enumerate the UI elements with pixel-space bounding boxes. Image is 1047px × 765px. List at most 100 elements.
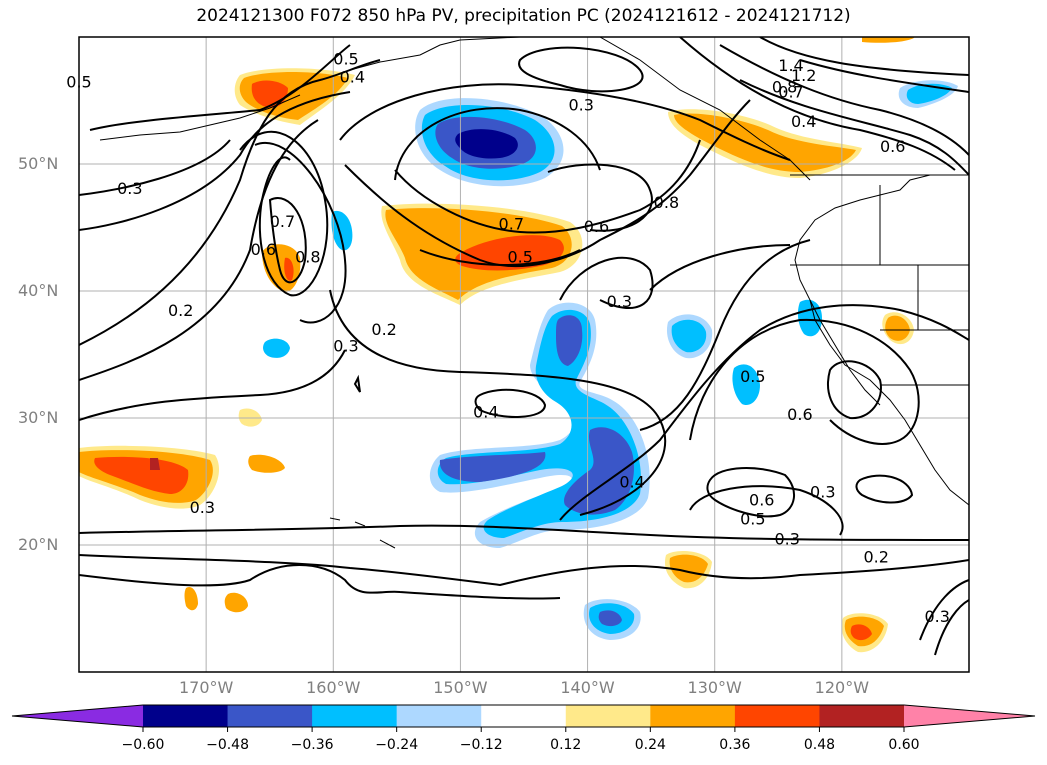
contour-line: [339, 83, 791, 161]
contour-line: [79, 564, 561, 600]
contour-label: 0.2: [168, 301, 193, 320]
colorbar-segment: [565, 705, 651, 727]
colorbar-tick-label: 0.36: [719, 737, 751, 753]
contour-line: [419, 249, 581, 266]
shade-pos-cell-c3: [850, 624, 872, 641]
contour-line: [689, 485, 844, 536]
chart-title: 2024121300 F072 850 hPa PV, precipitatio…: [196, 6, 851, 26]
contour-label: 0.5: [66, 72, 91, 91]
contour-line: [649, 244, 791, 291]
colorbar-tick-label: −0.36: [290, 737, 334, 753]
shade-neg-cell-3b: [671, 319, 707, 353]
contour-label: 0.6: [787, 405, 812, 424]
shade-pos-sw-dark: [150, 458, 160, 470]
lon-tick-label: 130°W: [687, 678, 742, 697]
contour-line: [329, 289, 667, 516]
contour-label: 0.2: [863, 547, 888, 566]
lon-tick-label: 160°W: [306, 678, 361, 697]
contour-line: [79, 59, 381, 346]
colorbar-tick-label: −0.48: [206, 737, 249, 753]
hawaii: [329, 517, 396, 549]
contour-line: [559, 304, 969, 521]
aleutians: [99, 94, 301, 141]
shade-pos-sw-red: [94, 456, 189, 494]
contour-line: [934, 599, 969, 656]
border-states: [790, 185, 969, 331]
contour-label: 0.5: [333, 50, 358, 69]
contour-label: 0.3: [774, 530, 799, 549]
contour-line: [739, 79, 969, 176]
colorbar-arrow-left: [12, 705, 143, 727]
lon-tick-label: 170°W: [178, 678, 234, 697]
contour-line: [254, 142, 347, 324]
contour-line: [268, 197, 307, 284]
contour-label: 0.6: [749, 490, 774, 509]
contour-label: 0.3: [810, 483, 835, 502]
contour-label: 0.5: [740, 367, 765, 386]
contour-label: 0.7: [499, 215, 524, 234]
contour-label: 0.4: [791, 112, 816, 131]
contour-label: 0.4: [340, 67, 365, 86]
contour-label: 0.4: [473, 403, 498, 422]
contour-line: [679, 37, 956, 171]
contour-label: 0.8: [295, 248, 320, 267]
contour-label: 0.3: [117, 179, 142, 198]
contour-line: [344, 99, 751, 268]
coastline-north-america: [794, 174, 969, 506]
contour-label: 0.5: [507, 248, 532, 267]
colorbar-segment: [819, 705, 905, 727]
contour-line: [474, 388, 547, 418]
contour-label: 0.2: [371, 320, 396, 339]
shade-neg-cell-6c: [598, 610, 622, 627]
colorbar-segment: [650, 705, 736, 727]
contour-label: 0.3: [568, 95, 593, 114]
contour-label: 0.6: [584, 217, 609, 236]
lon-tick-label: 140°W: [560, 678, 615, 697]
contour-line: [239, 130, 329, 297]
contour-label: 0.5: [740, 509, 765, 528]
shade-neg-cell-2: [263, 338, 290, 358]
contour-line: [855, 474, 914, 504]
contour-line: [79, 554, 969, 587]
colorbar-tick-label: 0.60: [888, 737, 920, 753]
coastline-baja: [809, 299, 881, 406]
contour-line: [394, 107, 601, 181]
contour-label: 0.6: [880, 137, 905, 156]
precip-shading: [79, 37, 958, 653]
contour-line: [559, 256, 654, 310]
contour-labels: 0.50.50.40.30.30.70.80.60.20.20.30.70.50…: [66, 50, 950, 627]
colorbar-arrow-right: [904, 705, 1035, 727]
contour-line: [79, 349, 346, 421]
contour-line: [706, 467, 795, 518]
pv-contours: [79, 37, 969, 656]
contour-label: 1.2: [791, 66, 816, 85]
contour-label: 0.3: [924, 607, 949, 626]
colorbar-segment: [396, 705, 482, 727]
colorbar-tick-label: −0.24: [375, 737, 419, 753]
shade-pos-cell-e: [224, 592, 248, 613]
shade-pos-cell-a2: [885, 315, 910, 341]
contour-line: [518, 46, 644, 93]
colorbar-segment: [143, 705, 229, 727]
contour-line: [353, 374, 361, 393]
colorbar-tick-label: −0.60: [121, 737, 165, 753]
coastlines: [99, 37, 969, 549]
contour-line: [89, 44, 351, 131]
contour-label: 0.3: [190, 498, 215, 517]
colorbar-segment: [312, 705, 398, 727]
contour-label: 0.3: [333, 337, 358, 356]
lat-tick-label: 40°N: [18, 281, 59, 300]
lat-tick-label: 20°N: [18, 535, 59, 554]
contour-line: [394, 139, 701, 234]
shade-pos-sw2-orange: [248, 454, 285, 473]
contour-label: 0.3: [607, 292, 632, 311]
contour-line: [79, 524, 969, 541]
plot-frame: [78, 36, 970, 673]
contour-line: [79, 139, 231, 196]
contour-label: 0.8: [654, 193, 679, 212]
contour-line: [79, 119, 319, 381]
shade-pos-cell-b2: [669, 554, 708, 583]
contour-line: [919, 579, 969, 641]
contour-label: 0.7: [778, 83, 803, 102]
lon-tick-label: 120°W: [814, 678, 870, 697]
